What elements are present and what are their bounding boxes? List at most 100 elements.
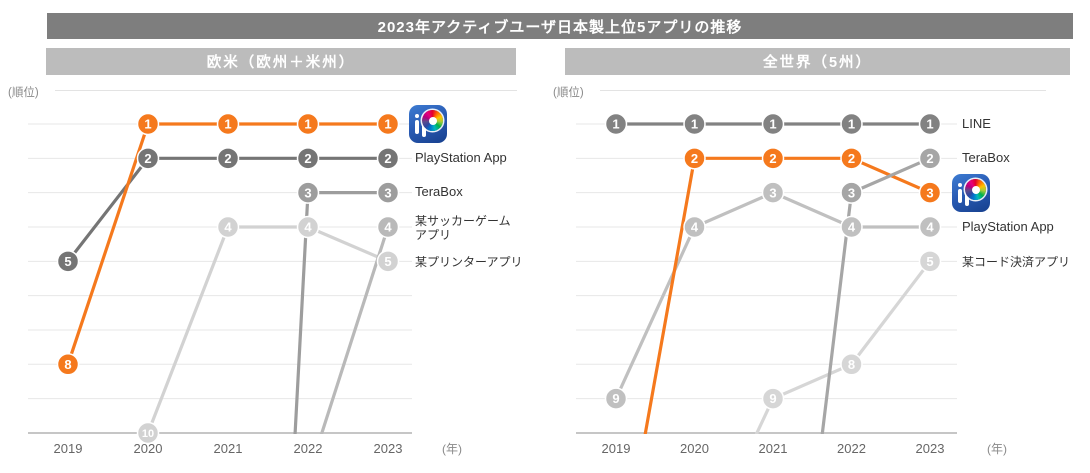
rank-node (376, 250, 400, 273)
x-tick-2020: 2020 (680, 441, 709, 456)
rank-node-value: 4 (926, 220, 934, 235)
rank-node-value: 2 (769, 151, 776, 166)
x-tick-2019: 2019 (602, 441, 631, 456)
icon-i-dot (415, 113, 419, 118)
rank-node (604, 112, 628, 136)
rank-node-value: 2 (384, 151, 391, 166)
legend-label-playstation-app-left: PlayStation App (415, 150, 507, 165)
rank-node (376, 147, 400, 170)
x-tick-2020: 2020 (134, 441, 163, 456)
rank-node-value: 9 (612, 391, 619, 406)
x-tick-2023: 2023 (916, 441, 945, 456)
rank-node-value: 4 (691, 220, 699, 235)
icon-i-dot (958, 182, 962, 187)
rank-node-value: 1 (926, 117, 933, 132)
rank-node (296, 215, 320, 239)
rank-node (376, 215, 400, 239)
rank-node-value: 4 (384, 220, 392, 235)
rank-node (918, 147, 942, 170)
rank-node (761, 181, 785, 204)
legend-label-terabox-right: TeraBox (962, 150, 1010, 165)
rank-node-value: 1 (691, 117, 698, 132)
rank-node-value: 1 (304, 117, 311, 132)
page-title: 2023年アクティブユーザ日本製上位5アプリの推移 (47, 13, 1073, 39)
x-tick-2021: 2021 (214, 441, 243, 456)
rank-node (376, 112, 400, 136)
rank-node-value: 2 (144, 151, 151, 166)
rank-node (296, 112, 320, 136)
rank-node (216, 147, 240, 170)
legend-label-playstation-app-right: PlayStation App (962, 219, 1054, 234)
rank-node (216, 215, 240, 239)
rank-node-value: 2 (848, 151, 855, 166)
rank-node-value: 2 (926, 151, 933, 166)
rank-node-value: 10 (142, 428, 154, 440)
rank-node (296, 147, 320, 170)
x-axis-caption: (年) (987, 442, 1007, 456)
ibispaint-app-icon (952, 174, 990, 212)
y-axis-caption-right: (順位) (553, 87, 584, 99)
rank-node (376, 181, 400, 204)
x-tick-2019: 2019 (54, 441, 83, 456)
legend-label-code-payment-app: 某コード決済アプリ (962, 255, 1071, 269)
panel-top-border-right (600, 90, 1046, 91)
y-axis-caption-left: (順位) (8, 87, 39, 99)
legend-label-line: LINE (962, 116, 991, 131)
rank-node (918, 215, 942, 239)
rank-node-value: 1 (612, 117, 619, 132)
rank-node (840, 112, 863, 136)
rank-node-value: 8 (64, 357, 71, 372)
rank-node (840, 215, 863, 239)
rank-node (918, 112, 942, 136)
rank-node-value: 1 (224, 117, 231, 132)
icon-wheel-center (428, 116, 437, 125)
legend-label-terabox-left: TeraBox (415, 184, 463, 199)
icon-i-stem (415, 120, 419, 134)
rank-node-value: 1 (848, 117, 855, 132)
rank-node (761, 147, 785, 170)
legend-label-soccer-game-app: 某サッカーゲーム アプリ (415, 214, 511, 242)
rank-node-value: 3 (304, 185, 311, 200)
panel-header-west: 欧米（欧州＋米州） (46, 48, 516, 75)
series-line (643, 156, 931, 434)
rank-node (604, 387, 628, 410)
rank-node-value: 2 (224, 151, 231, 166)
rank-node (761, 387, 785, 410)
rank-node-value: 3 (384, 185, 391, 200)
rank-node (296, 181, 320, 204)
x-tick-2021: 2021 (759, 441, 788, 456)
rank-node-value: 3 (769, 185, 776, 200)
rank-node-value: 4 (848, 220, 856, 235)
ibispaint-app-icon (409, 105, 447, 143)
series-line (66, 156, 388, 263)
rank-node-value: 4 (224, 220, 232, 235)
panel-top-border-left (55, 90, 517, 91)
rank-node (683, 215, 706, 239)
x-tick-2022: 2022 (294, 441, 323, 456)
rank-node-value: 2 (691, 151, 698, 166)
rank-node (56, 250, 80, 273)
rank-node-value: 5 (384, 254, 391, 269)
rank-node (840, 147, 863, 170)
rank-node-value: 1 (769, 117, 776, 132)
rank-node-value: 8 (848, 357, 855, 372)
icon-wheel-center (971, 185, 980, 194)
rank-node (136, 421, 160, 445)
rank-node (840, 181, 863, 204)
rank-node (56, 353, 80, 376)
series-line (146, 225, 389, 434)
rank-node (683, 112, 706, 136)
x-axis-caption: (年) (442, 442, 462, 456)
rank-node-value: 5 (926, 254, 933, 269)
rank-node (918, 181, 942, 204)
panel-header-world: 全世界（5州） (565, 48, 1070, 75)
rank-node-value: 5 (64, 254, 71, 269)
series-line (820, 156, 931, 434)
rank-node (918, 250, 942, 273)
rank-node-value: 2 (304, 151, 311, 166)
legend-label-printer-app: 某プリンターアプリ (415, 255, 523, 269)
icon-i-stem (958, 189, 962, 203)
rank-node-value: 9 (769, 391, 776, 406)
